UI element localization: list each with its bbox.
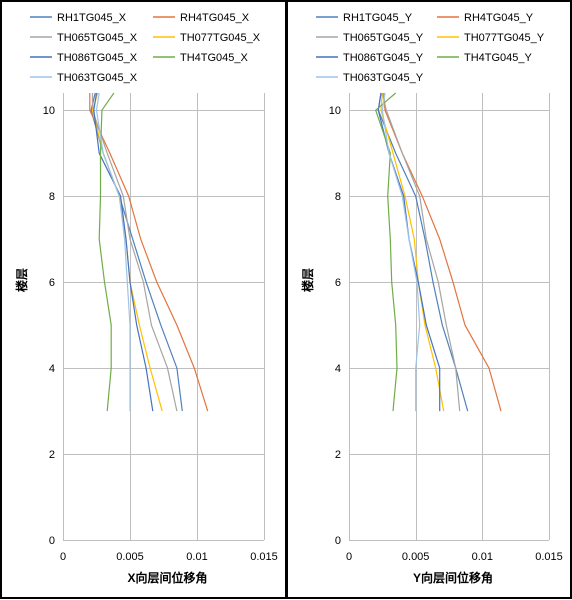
y-tick-label: 8 bbox=[335, 191, 341, 203]
series-line-th065tg045_y bbox=[381, 92, 461, 412]
x-tick-label: 0 bbox=[60, 551, 66, 563]
series-line-th086tg045_x bbox=[93, 92, 154, 412]
y-tick-label: 6 bbox=[335, 277, 341, 289]
legend-label: RH4TG045_X bbox=[180, 12, 250, 24]
legend-label: TH063TG045_Y bbox=[343, 72, 424, 84]
legend-label: TH065TG045_Y bbox=[343, 32, 424, 44]
y-drift-chart: 0 0.005 0.01 0.015 0 2 4 6 8 10 Y向层间位移角 楼层 RH1TG045_… bbox=[300, 12, 563, 585]
left-panel-border bbox=[0, 0, 287, 599]
y-axis-title: 楼层 bbox=[14, 268, 29, 292]
legend-label: TH077TG045_X bbox=[180, 32, 261, 44]
x-tick-label: 0.015 bbox=[250, 551, 278, 563]
x-tick-label: 0.01 bbox=[186, 551, 207, 563]
y-tick-label: 4 bbox=[335, 363, 341, 375]
y-tick-label: 4 bbox=[49, 363, 55, 375]
legend-label: TH4TG045_X bbox=[180, 52, 249, 64]
y-axis-title: 楼层 bbox=[300, 268, 315, 292]
legend-label: RH1TG045_Y bbox=[343, 12, 413, 24]
y-tick-label: 0 bbox=[335, 535, 341, 547]
x-tick-label: 0.015 bbox=[535, 551, 563, 563]
series-line-th065tg045_x bbox=[91, 93, 178, 412]
legend-label: TH063TG045_X bbox=[57, 72, 138, 84]
legend-label: TH077TG045_Y bbox=[464, 32, 545, 44]
series-line-rh4tg045_y bbox=[383, 92, 502, 412]
legend-label: RH1TG045_X bbox=[57, 12, 127, 24]
x-axis-title: X向层间位移角 bbox=[127, 570, 207, 585]
y-tick-label: 0 bbox=[49, 535, 55, 547]
legend-label: TH086TG045_X bbox=[57, 52, 138, 64]
y-tick-label: 6 bbox=[49, 277, 55, 289]
y-tick-label: 2 bbox=[49, 449, 55, 461]
series-line-rh1tg045_x bbox=[90, 92, 183, 412]
series-line-th4tg045_y bbox=[375, 92, 398, 412]
legend-label: TH4TG045_Y bbox=[464, 52, 533, 64]
series-line-th4tg045_x bbox=[98, 92, 115, 412]
x-tick-label: 0.005 bbox=[402, 551, 430, 563]
legend-label: RH4TG045_Y bbox=[464, 12, 534, 24]
series-line-th063tg045_y bbox=[381, 92, 421, 412]
y-tick-label: 10 bbox=[329, 105, 341, 117]
x-tick-label: 0 bbox=[346, 551, 352, 563]
y-tick-label: 8 bbox=[49, 191, 55, 203]
legend-label: TH065TG045_X bbox=[57, 32, 138, 44]
series-line-th063tg045_x bbox=[95, 92, 131, 412]
right-panel-border bbox=[286, 0, 572, 599]
x-axis-title: Y向层间位移角 bbox=[413, 570, 493, 585]
x-tick-label: 0.005 bbox=[116, 551, 144, 563]
y-tick-label: 10 bbox=[43, 105, 55, 117]
legend-label: TH086TG045_Y bbox=[343, 52, 424, 64]
y-tick-label: 2 bbox=[335, 449, 341, 461]
x-tick-label: 0.01 bbox=[472, 551, 493, 563]
x-drift-chart: 0 0.005 0.01 0.015 0 2 4 6 8 10 X向层间位移角 楼层 RH1TG045_… bbox=[14, 12, 278, 585]
